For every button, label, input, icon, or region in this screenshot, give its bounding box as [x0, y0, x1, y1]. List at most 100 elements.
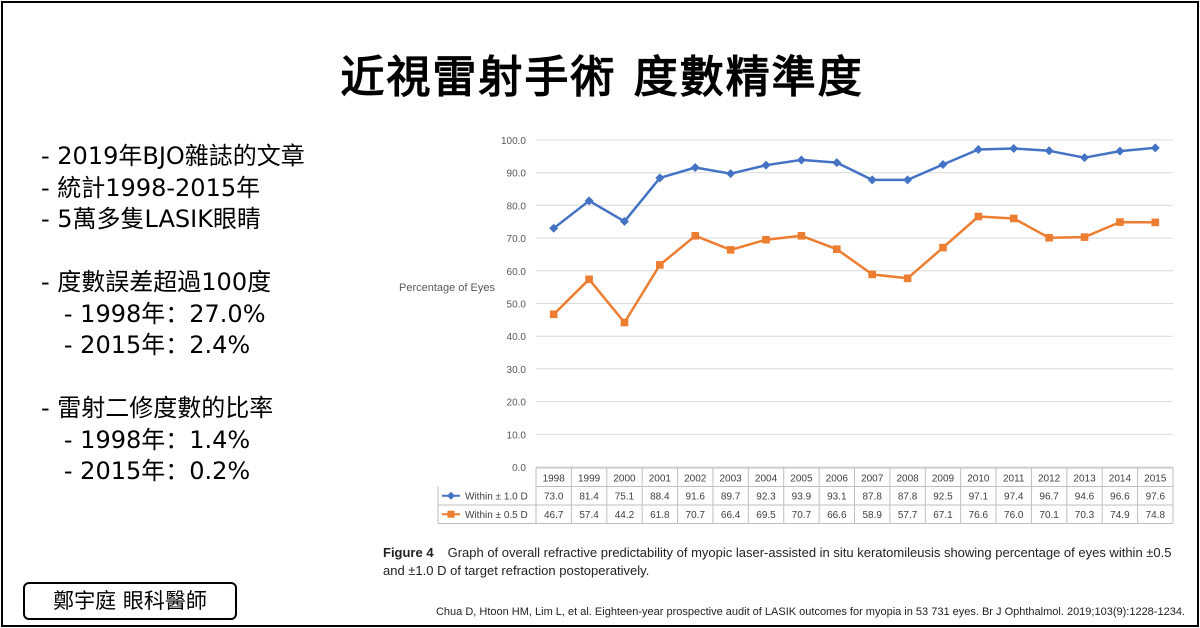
- bullet-line: - 2019年BJO雜誌的文章: [41, 142, 305, 170]
- data-table-value: 70.1: [1039, 510, 1059, 521]
- data-point: [1151, 218, 1160, 227]
- y-tick-label: 60.0: [507, 267, 527, 278]
- data-table-value: 57.4: [579, 510, 599, 521]
- data-table-value: 88.4: [650, 491, 670, 502]
- line-chart: 0.0 10.0 20.0 30.0 40.0 50.0 60.0 70.0 80.0 90.0 1…: [399, 136, 1174, 524]
- data-table-value: 58.9: [862, 510, 882, 521]
- data-table-value: 91.6: [686, 491, 706, 502]
- data-point: [1116, 218, 1124, 226]
- data-point: [655, 173, 665, 183]
- data-table-value: 73.0: [544, 491, 564, 502]
- data-table-value: 87.8: [898, 491, 918, 502]
- data-table-value: 76.0: [1004, 510, 1024, 521]
- x-tick-label: 2012: [1038, 473, 1061, 484]
- slide-title: 近視雷射手術 度數精準度: [340, 52, 864, 103]
- data-table-value: 94.6: [1075, 491, 1095, 502]
- legend-marker: [447, 491, 455, 500]
- data-point: [903, 175, 913, 185]
- y-tick-label: 40.0: [507, 332, 527, 343]
- data-table-value: 97.6: [1146, 491, 1166, 502]
- x-tick-label: 2015: [1144, 473, 1167, 484]
- data-table-value: 57.7: [898, 510, 918, 521]
- bullet-line: - 統計1998-2015年: [41, 173, 261, 202]
- doctor-name-box: 鄭宇庭 眼科醫師: [23, 582, 237, 620]
- data-point: [1045, 233, 1053, 242]
- data-table-value: 75.1: [615, 491, 635, 502]
- bullet-spacer: [41, 236, 305, 268]
- x-tick-label: 2000: [613, 473, 636, 484]
- data-table-value: 67.1: [933, 510, 953, 521]
- data-point: [797, 232, 806, 240]
- citation: Chua D, Htoon HM, Lim L, et al. Eighteen…: [435, 606, 1185, 618]
- data-point: [974, 212, 983, 221]
- data-point: [549, 310, 558, 319]
- data-table-value: 76.6: [969, 510, 989, 521]
- figure-label: Figure 4: [383, 545, 434, 560]
- bullet-line: - 1998年：1.4%: [41, 425, 251, 454]
- bullet-line: - 2015年：2.4%: [41, 331, 251, 359]
- data-table-value: 97.4: [1004, 491, 1024, 502]
- data-point: [1009, 144, 1019, 154]
- data-table-value: 89.7: [721, 491, 741, 502]
- y-tick-label: 0.0: [512, 463, 526, 474]
- data-point: [620, 318, 629, 327]
- bullet-line: - 度數誤差超過100度: [41, 268, 272, 296]
- data-point: [939, 243, 947, 252]
- data-point: [938, 160, 948, 170]
- data-point: [973, 144, 983, 154]
- series-line: [552, 146, 1156, 230]
- x-tick-label: 2010: [967, 473, 990, 484]
- data-point: [1080, 233, 1089, 241]
- data-point: [690, 162, 700, 172]
- data-table-value: 70.7: [686, 510, 706, 521]
- data-point: [868, 270, 876, 279]
- data-point: [1009, 214, 1018, 223]
- data-point: [549, 223, 559, 233]
- data-point: [1115, 146, 1125, 156]
- x-tick-label: 2013: [1073, 473, 1096, 484]
- data-point: [867, 175, 877, 185]
- data-point: [584, 196, 594, 206]
- x-tick-label: 1999: [578, 473, 601, 484]
- data-point: [691, 232, 700, 240]
- data-table-value: 74.8: [1146, 510, 1166, 521]
- data-table-value: 96.7: [1039, 491, 1059, 502]
- data-point: [1080, 153, 1090, 163]
- data-point: [796, 155, 806, 165]
- figure-caption: Figure 4 Graph of overall refractive pred…: [383, 544, 1193, 580]
- legend-label: Within ± 0.5 D: [465, 510, 528, 521]
- x-tick-label: 2003: [720, 473, 743, 484]
- bullet-list: - 2019年BJO雜誌的文章 - 統計1998-2015年 - 5萬多隻LAS…: [41, 141, 305, 488]
- y-axis-label: Percentage of Eyes: [399, 282, 496, 294]
- data-table-value: 81.4: [579, 491, 599, 502]
- data-table-value: 61.8: [650, 510, 670, 521]
- data-table-value: 93.9: [792, 491, 812, 502]
- data-point: [619, 216, 629, 226]
- x-tick-label: 2008: [896, 473, 919, 484]
- bullet-line: - 雷射二修度數的比率: [41, 394, 274, 422]
- y-tick-label: 50.0: [507, 300, 527, 311]
- x-tick-label: 2011: [1003, 473, 1025, 484]
- data-table-value: 44.2: [615, 510, 635, 521]
- y-tick-label: 20.0: [507, 398, 527, 409]
- data-table-value: 92.3: [756, 491, 776, 502]
- series-line: [552, 215, 1156, 324]
- data-point: [656, 261, 664, 269]
- bullet-line: - 1998年：27.0%: [41, 299, 266, 328]
- data-table-value: 87.8: [862, 491, 882, 502]
- data-point: [903, 274, 912, 283]
- bullet-spacer: [41, 362, 305, 394]
- x-tick-label: 2005: [790, 473, 813, 484]
- data-table-value: 97.1: [969, 491, 989, 502]
- data-point: [585, 275, 593, 284]
- figure-caption-text: Graph of overall refractive predictabili…: [383, 545, 1172, 578]
- x-tick-label: 2001: [649, 473, 672, 484]
- data-table-value: 70.3: [1075, 510, 1095, 521]
- x-tick-label: 2006: [826, 473, 849, 484]
- data-point: [1150, 143, 1160, 153]
- data-table-value: 66.4: [721, 510, 741, 521]
- y-tick-label: 90.0: [507, 169, 527, 180]
- data-table-value: 66.6: [827, 510, 847, 521]
- data-table-value: 46.7: [544, 510, 564, 521]
